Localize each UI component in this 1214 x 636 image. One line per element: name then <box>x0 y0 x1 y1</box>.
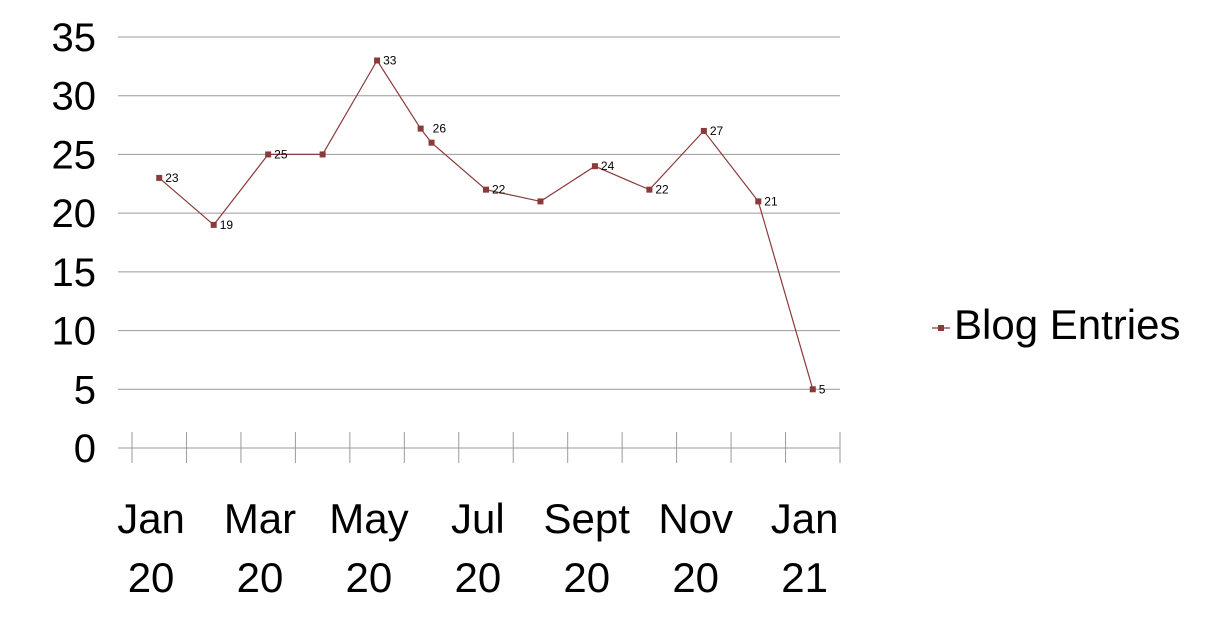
data-point <box>700 127 707 134</box>
x-tick-label: 20 <box>672 554 719 601</box>
data-label: 25 <box>274 147 288 161</box>
y-tick-label: 0 <box>74 427 96 471</box>
y-tick-label: 15 <box>52 251 97 295</box>
data-label: 27 <box>710 124 724 138</box>
x-tick-label: 20 <box>346 554 393 601</box>
data-point <box>156 174 163 181</box>
data-label: 26 <box>433 122 447 136</box>
y-tick-label: 25 <box>52 133 97 177</box>
data-label: 23 <box>165 171 179 185</box>
x-tick-label: 20 <box>237 554 284 601</box>
x-tick-label: 20 <box>454 554 501 601</box>
data-label: 21 <box>764 194 778 208</box>
data-point <box>210 221 217 228</box>
x-tick-label: 20 <box>563 554 610 601</box>
x-tick-label: Sept <box>544 495 631 542</box>
data-point <box>319 151 326 158</box>
x-tick-label: May <box>329 495 408 542</box>
data-point <box>809 386 816 393</box>
y-tick-label: 35 <box>52 16 97 60</box>
data-point <box>591 163 598 170</box>
x-tick-label: Mar <box>224 495 296 542</box>
data-point <box>265 151 272 158</box>
legend-marker-swatch <box>938 325 944 331</box>
x-tick-label: Nov <box>658 495 733 542</box>
legend: Blog Entries <box>932 301 1180 348</box>
data-label: 22 <box>492 183 506 197</box>
data-label: 33 <box>383 53 397 67</box>
y-tick-label: 20 <box>52 192 97 236</box>
x-axis <box>131 432 841 463</box>
x-tick-label: Jul <box>451 495 505 542</box>
data-point <box>755 198 762 205</box>
data-label: 22 <box>655 183 669 197</box>
y-axis-tick-labels: 0 5 10 15 20 25 30 35 <box>52 16 97 471</box>
y-tick-label: 30 <box>52 75 97 119</box>
data-point <box>483 186 489 193</box>
data-label: 5 <box>819 382 826 396</box>
data-point <box>374 57 381 64</box>
x-tick-label: Jan <box>117 495 185 542</box>
x-tick-label: Jan <box>771 495 839 542</box>
data-point <box>646 186 653 193</box>
data-label: 19 <box>220 218 234 232</box>
y-tick-label: 10 <box>52 310 97 354</box>
series-line <box>158 59 814 390</box>
x-tick-label: 20 <box>128 554 175 601</box>
series-blog-entries: 23 19 25 33 26 22 24 22 27 21 5 <box>156 53 826 396</box>
data-point <box>537 198 544 205</box>
data-point <box>428 139 435 146</box>
legend-label: Blog Entries <box>954 301 1180 348</box>
data-point <box>417 125 424 132</box>
x-tick-label: 21 <box>781 554 828 601</box>
y-tick-label: 5 <box>74 368 96 412</box>
data-label: 24 <box>601 159 615 173</box>
x-axis-tick-labels: Jan 20 Mar 20 May 20 Jul 20 Sept 20 Nov 20 Jan 21 <box>117 495 838 601</box>
gridlines <box>118 36 840 449</box>
